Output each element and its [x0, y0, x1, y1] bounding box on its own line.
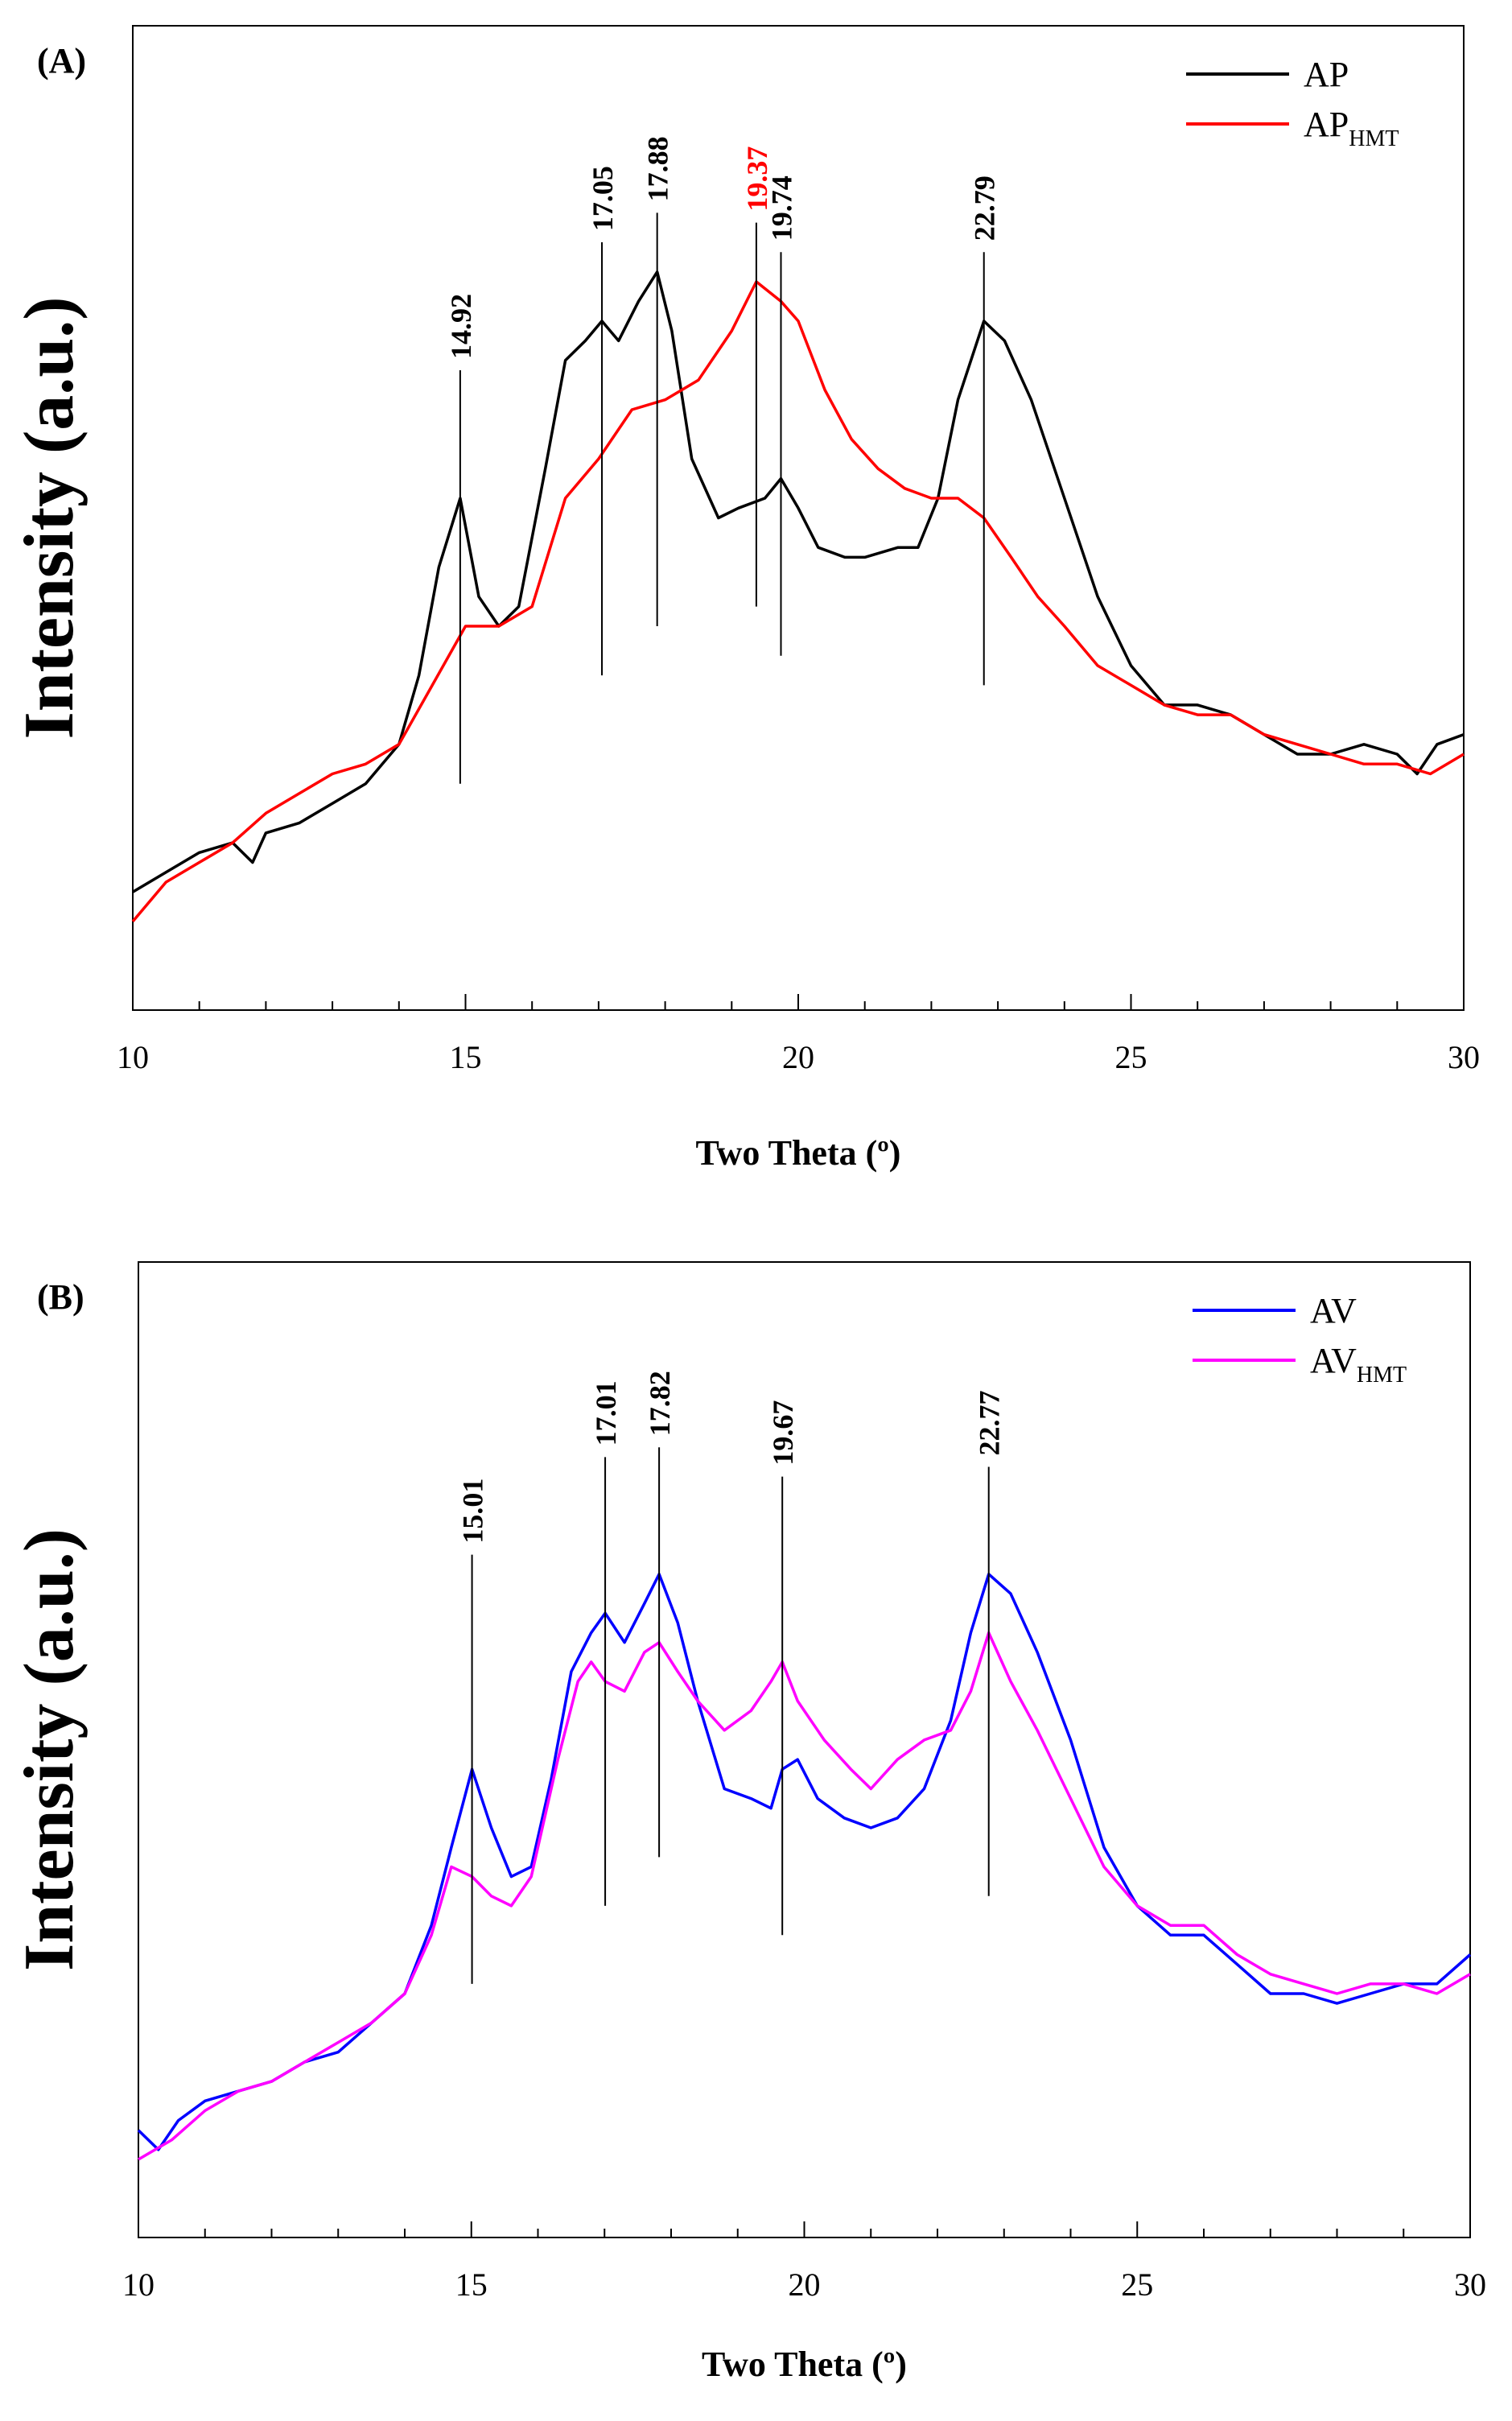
peak-label: 22.77: [974, 1391, 1006, 1456]
x-tick-label: 25: [1121, 2266, 1153, 2303]
y-axis-title: Intensity (a.u.): [10, 1528, 89, 1971]
x-axis-title: Two Theta (º): [702, 2345, 907, 2384]
legend-subscript: HMT: [1349, 126, 1399, 151]
x-tick-label: 15: [450, 1039, 482, 1075]
peak-label: 14.92: [445, 294, 477, 359]
legend-name: AP: [1304, 55, 1349, 94]
panel-label: (A): [37, 41, 86, 80]
x-tick-label: 10: [117, 1039, 149, 1075]
panel-b: 10 15 20 25 30 Two Theta (º) Intensity (a.u.) (…: [10, 1261, 1486, 2384]
peak-label: 19.37: [741, 146, 773, 212]
x-tick-label: 20: [782, 1039, 814, 1075]
x-tick-label: 10: [122, 2266, 154, 2303]
peak-label: 19.67: [767, 1400, 799, 1466]
x-tick-label: 15: [455, 2266, 488, 2303]
peak-label: 17.88: [642, 136, 674, 201]
x-tick-label: 25: [1115, 1039, 1147, 1075]
legend-label: APHMT: [1304, 105, 1399, 151]
series-line-ap-hmt: [131, 280, 1465, 923]
legend-label: AP: [1304, 55, 1349, 94]
panel-label: (B): [37, 1277, 84, 1317]
peak-label: 17.82: [644, 1371, 676, 1436]
x-axis-title: Two Theta (º): [696, 1133, 901, 1173]
peak-label: 19.74: [765, 175, 797, 241]
y-axis-title: Intensity (a.u.): [10, 296, 89, 739]
peak-label: 17.01: [590, 1380, 622, 1446]
series-line-ap: [132, 270, 1465, 893]
legend-label: AV: [1310, 1291, 1357, 1330]
legend-name: AV: [1310, 1341, 1357, 1380]
peak-label: 22.79: [969, 175, 1001, 241]
x-tick-label: 30: [1448, 1039, 1480, 1075]
panel-a: 10 15 20 25 30 Two Theta (º) Intensity (a.u.) (…: [10, 25, 1480, 1173]
peak-label: 17.05: [587, 166, 619, 231]
x-tick-label: 30: [1454, 2266, 1486, 2303]
legend-name: AP: [1304, 105, 1349, 144]
legend-name: AV: [1310, 1291, 1357, 1330]
legend-subscript: HMT: [1357, 1363, 1407, 1388]
series-line-av-hmt: [138, 1631, 1471, 2161]
legend-label: AVHMT: [1310, 1341, 1407, 1388]
x-tick-label: 20: [789, 2266, 821, 2303]
peak-label: 15.01: [457, 1479, 489, 1544]
